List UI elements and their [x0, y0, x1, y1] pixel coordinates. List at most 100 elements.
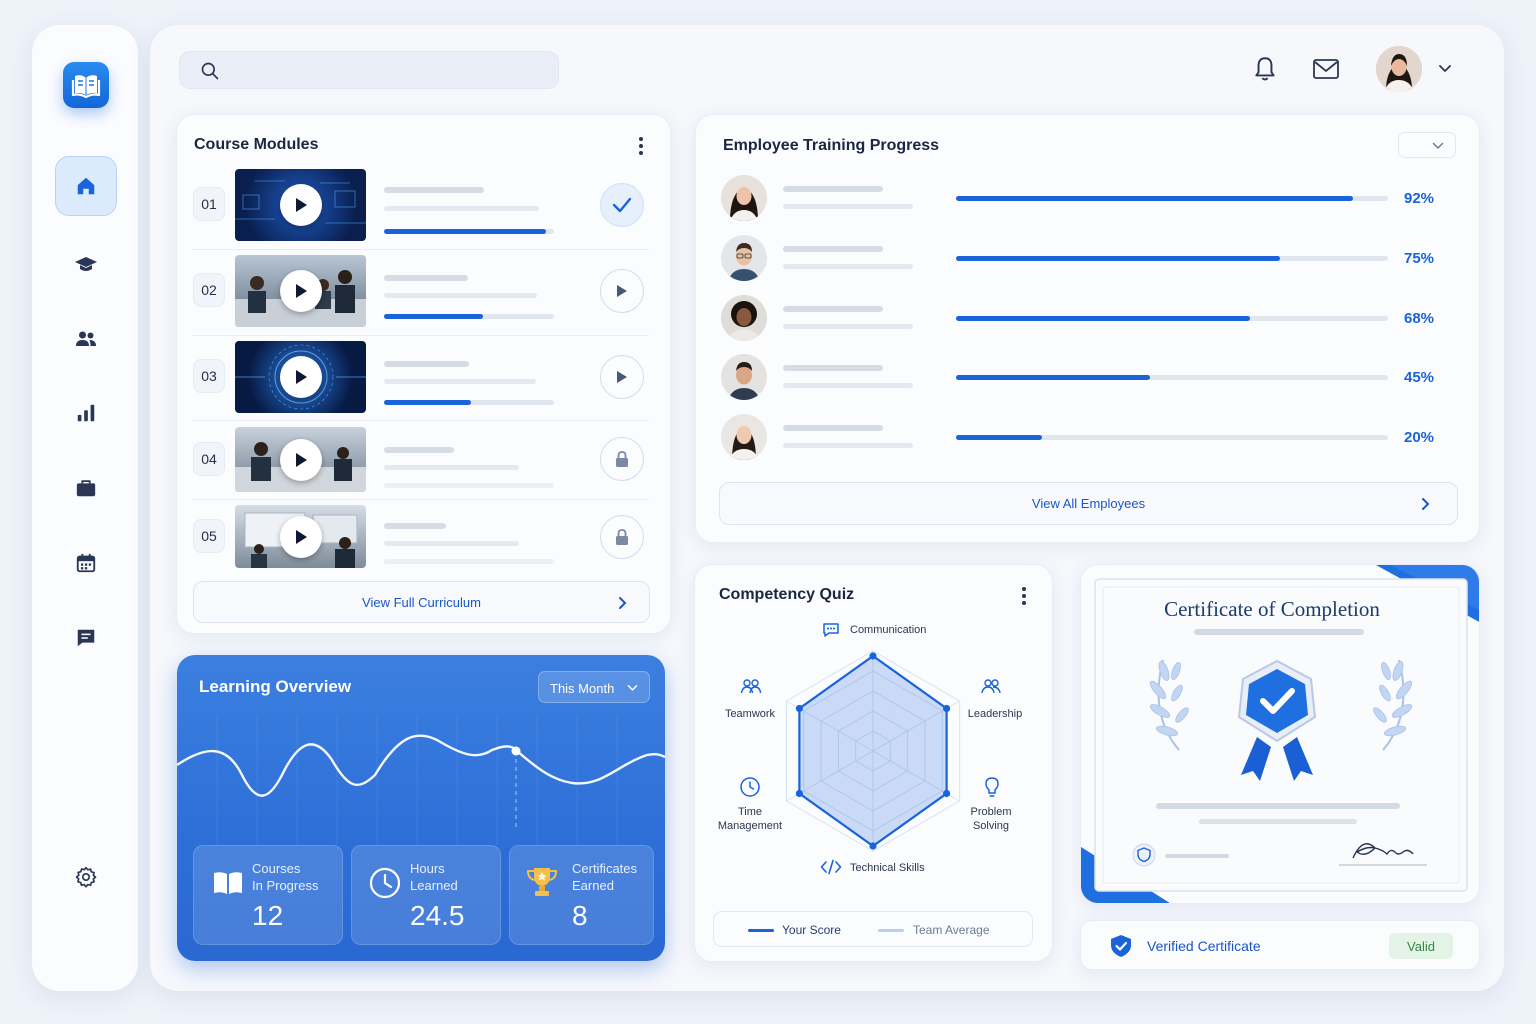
course-modules-card: Course Modules 01 02 03 04 05 [176, 114, 671, 634]
sidebar [32, 25, 138, 991]
period-dropdown[interactable]: This Month [538, 671, 650, 703]
module-title-placeholder [384, 361, 469, 367]
chart-legend: Your Score Team Average [713, 911, 1033, 947]
stat-label: Certificates Earned [572, 861, 638, 893]
play-icon [296, 198, 307, 212]
learning-overview-title: Learning Overview [199, 677, 352, 696]
play-icon [617, 371, 627, 383]
module-subtitle-placeholder [384, 379, 536, 384]
user-avatar[interactable] [1376, 46, 1422, 92]
module-thumbnail[interactable] [235, 255, 366, 327]
employee-photo [721, 175, 767, 221]
filter-dropdown[interactable] [1398, 132, 1456, 158]
nav-home[interactable] [55, 156, 117, 216]
chevron-right-icon [1422, 498, 1430, 510]
legend-label-your-score: Your Score [782, 923, 841, 937]
app-logo[interactable] [63, 62, 109, 108]
module-number: 05 [193, 519, 225, 553]
chart-highlight-point[interactable] [511, 746, 521, 756]
chevron-down-icon [627, 684, 638, 691]
search-input[interactable] [228, 52, 548, 88]
play-icon [296, 452, 307, 467]
graduation-cap-icon [75, 257, 97, 271]
employee-avatar[interactable] [721, 235, 767, 281]
play-button[interactable] [280, 184, 322, 226]
module-number: 03 [193, 359, 225, 393]
status-badge: Valid [1389, 933, 1453, 959]
nav-analytics[interactable] [55, 383, 117, 443]
employee-progress-percent: 75% [1404, 250, 1435, 267]
play-icon [296, 284, 307, 298]
employee-progress-fill [956, 375, 1151, 380]
module-play-button[interactable] [600, 269, 644, 313]
module-title-placeholder [384, 187, 484, 193]
module-subtitle-placeholder [384, 541, 519, 546]
mail-icon[interactable] [1312, 58, 1340, 80]
more-options-icon[interactable] [1022, 587, 1026, 605]
competency-radar-chart [785, 650, 961, 852]
learning-trend-chart [177, 715, 665, 845]
play-button[interactable] [280, 438, 322, 481]
your-score-point[interactable] [795, 789, 803, 798]
module-title-placeholder [384, 275, 468, 281]
your-score-point[interactable] [943, 704, 951, 713]
nav-people[interactable] [55, 309, 117, 369]
stat-value: 12 [252, 900, 284, 931]
stat-hours-learned: Hours Learned 24.5 [351, 845, 501, 945]
nav-briefcase[interactable] [55, 458, 117, 518]
your-score-point[interactable] [869, 652, 877, 660]
nav-courses[interactable] [55, 235, 117, 295]
your-score-point[interactable] [795, 704, 803, 713]
employee-name-placeholder [783, 246, 883, 252]
search-bar[interactable] [179, 51, 559, 89]
more-options-icon[interactable] [639, 137, 643, 155]
certificate-card[interactable]: Certificate of Completion [1080, 564, 1480, 904]
module-thumbnail[interactable] [235, 341, 366, 413]
employee-name-placeholder [783, 186, 883, 192]
module-number: 04 [193, 442, 225, 476]
axis-label-problem-solving: Problem Solving [970, 806, 1012, 832]
view-full-curriculum-button[interactable]: View Full Curriculum [193, 581, 650, 623]
shield-check-icon [1111, 935, 1131, 957]
module-thumbnail[interactable] [235, 505, 366, 568]
play-button[interactable] [280, 270, 322, 312]
your-score-point[interactable] [943, 789, 951, 798]
bar-chart-icon [77, 404, 95, 422]
view-all-employees-label: View All Employees [1031, 496, 1146, 511]
employee-avatar[interactable] [721, 175, 767, 221]
employee-avatar[interactable] [721, 354, 767, 400]
employee-name-placeholder [783, 425, 883, 431]
employee-role-placeholder [783, 443, 913, 448]
divider [193, 499, 649, 500]
view-all-employees-button[interactable]: View All Employees [719, 482, 1458, 525]
play-button[interactable] [280, 356, 322, 398]
bell-icon[interactable] [1252, 55, 1278, 83]
module-thumbnail[interactable] [235, 427, 366, 492]
module-play-button[interactable] [600, 355, 644, 399]
employee-progress-fill [956, 256, 1280, 261]
chevron-down-icon[interactable] [1438, 64, 1452, 74]
your-score-point[interactable] [869, 842, 877, 850]
nav-calendar[interactable] [55, 533, 117, 593]
module-progress [384, 229, 554, 234]
employee-avatar[interactable] [721, 295, 767, 341]
nav-messages[interactable] [55, 608, 117, 668]
play-button[interactable] [280, 515, 322, 558]
employee-photo [721, 295, 767, 341]
employee-progress-fill [956, 316, 1250, 321]
module-progress [384, 314, 554, 319]
stat-courses-in-progress: Courses In Progress 12 [193, 845, 343, 945]
employee-progress-fill [956, 435, 1043, 440]
employee-photo [721, 414, 767, 460]
axis-label-technical-skills: Technical Skills [850, 862, 925, 874]
nav-settings[interactable] [55, 847, 117, 907]
employee-progress-fill [956, 196, 1354, 201]
legend-swatch-your-score [748, 929, 774, 932]
employee-training-card: Employee Training Progress 92% 75% 68% 4… [695, 114, 1480, 543]
module-thumbnail[interactable] [235, 169, 366, 241]
competency-quiz-title: Competency Quiz [719, 586, 855, 603]
lock-icon [616, 529, 628, 545]
book-icon [71, 75, 101, 99]
search-icon [201, 62, 219, 80]
employee-avatar[interactable] [721, 414, 767, 460]
